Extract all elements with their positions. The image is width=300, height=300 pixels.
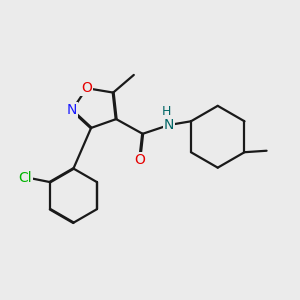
Text: N: N <box>164 118 174 132</box>
Text: O: O <box>134 153 145 167</box>
Text: N: N <box>67 103 77 117</box>
Text: H: H <box>162 105 172 118</box>
Text: O: O <box>81 81 92 95</box>
Text: Cl: Cl <box>19 171 32 185</box>
